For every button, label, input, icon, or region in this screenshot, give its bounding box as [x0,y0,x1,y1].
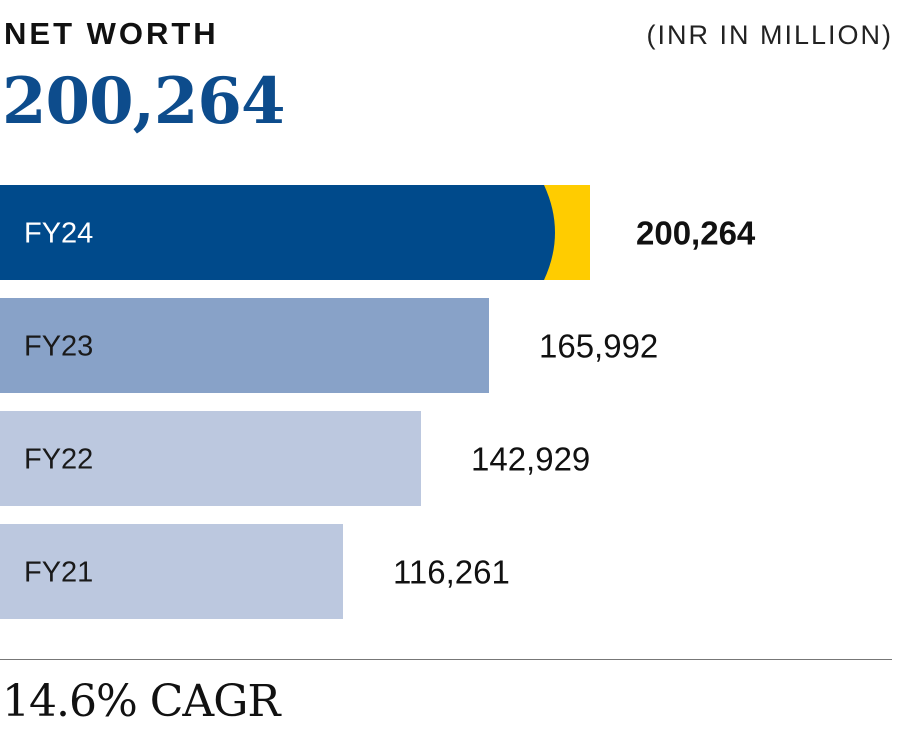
category-label-fy24: FY24 [24,218,93,250]
divider [0,659,892,660]
value-label-fy24: 200,264 [636,215,756,252]
chart-title: NET WORTH [4,16,219,51]
headline-value: 200,264 [2,64,285,139]
category-label-fy21: FY21 [24,557,93,589]
bar-fy22 [0,411,421,506]
cagr-label: 14.6% CAGR [2,676,280,727]
bar-fy24 [0,185,555,280]
value-label-fy21: 116,261 [393,554,510,591]
category-label-fy22: FY22 [24,444,93,476]
net-worth-bar-chart: FY24 200,264 FY23 165,992 FY22 142,929 FY21 116… [0,185,756,619]
category-label-fy23: FY23 [24,331,93,363]
bar-fy23 [0,298,489,393]
bar-fy21 [0,524,343,619]
value-label-fy22: 142,929 [471,441,590,478]
value-label-fy23: 165,992 [539,328,658,365]
unit-label: (INR IN MILLION) [646,20,893,50]
